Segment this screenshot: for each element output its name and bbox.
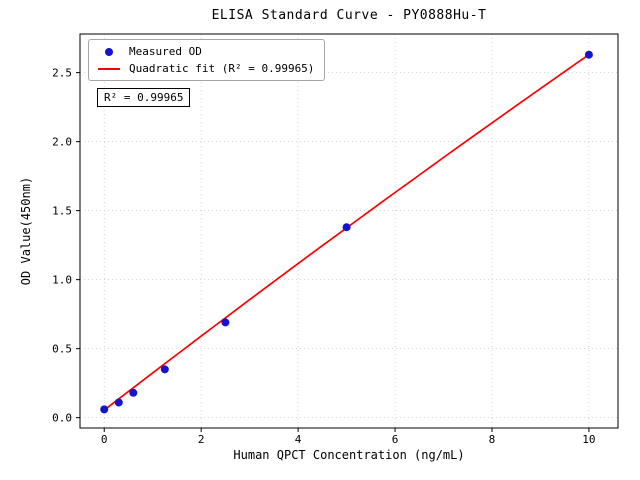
legend-label-measured-od: Measured OD	[129, 45, 202, 58]
measured-od-point	[114, 398, 123, 407]
x-tick-label: 6	[392, 433, 399, 446]
legend-label-quadratic-fit: Quadratic fit (R² = 0.99965)	[129, 62, 315, 75]
legend: Measured OD Quadratic fit (R² = 0.99965)	[88, 39, 326, 81]
measured-od-point	[129, 388, 138, 397]
x-axis-label: Human QPCT Concentration (ng/mL)	[233, 448, 465, 462]
line-marker-icon	[97, 67, 121, 70]
x-tick-label: 8	[489, 433, 496, 446]
chart-title: ELISA Standard Curve - PY0888Hu-T	[211, 8, 487, 23]
quadratic-fit-line	[103, 54, 590, 411]
y-tick-label: 0.5	[52, 343, 72, 356]
y-tick-label: 0.0	[52, 412, 72, 425]
plot-spines	[79, 33, 619, 429]
x-tick-label: 2	[198, 433, 205, 446]
legend-item-quadratic-fit: Quadratic fit (R² = 0.99965)	[97, 62, 314, 75]
measured-od-point	[342, 223, 351, 232]
measured-od-point	[221, 318, 230, 327]
measured-od-point	[160, 365, 169, 374]
x-tick-label: 0	[101, 433, 108, 446]
y-tick-label: 1.0	[52, 274, 72, 287]
y-axis-label: OD Value(450nm)	[19, 176, 33, 286]
measured-od-point	[584, 50, 593, 59]
y-tick-label: 2.5	[52, 67, 72, 80]
legend-item-measured-od: Measured OD	[97, 45, 314, 58]
x-tick-label: 4	[295, 433, 302, 446]
scatter-marker-icon	[97, 47, 121, 56]
x-tick-label: 10	[582, 433, 595, 446]
measured-od-point	[100, 405, 109, 414]
y-tick-label: 1.5	[52, 205, 72, 218]
r-squared-annotation: R² = 0.99965	[97, 88, 191, 107]
y-tick-label: 2.0	[52, 136, 72, 149]
